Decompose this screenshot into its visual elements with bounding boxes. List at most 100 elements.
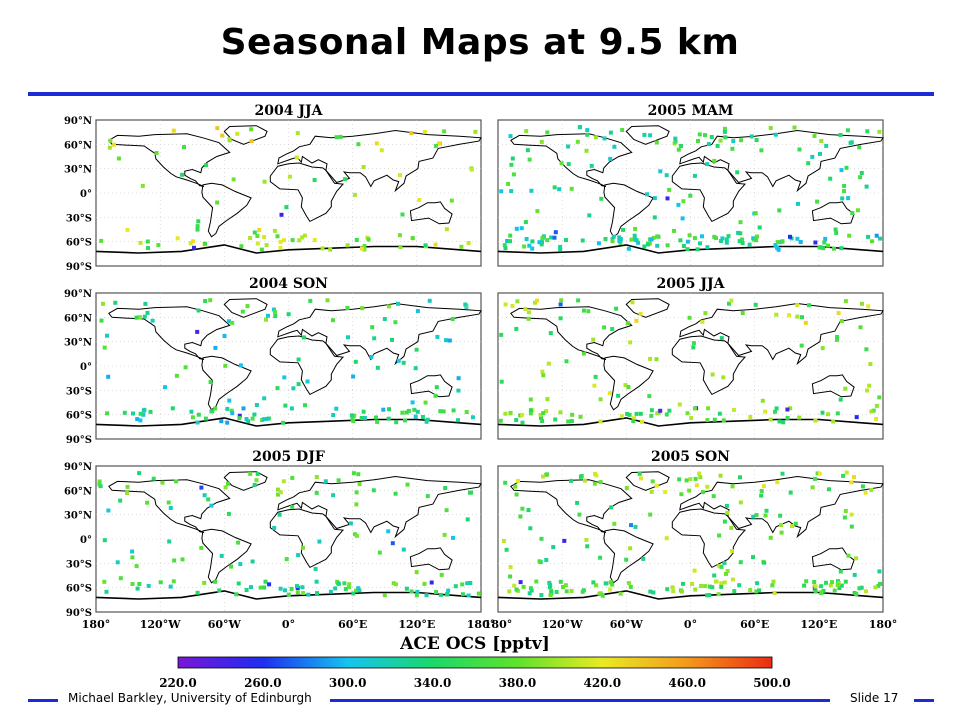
- ocs-measurement-marker: [722, 580, 727, 585]
- ocs-measurement-marker: [664, 173, 669, 178]
- ocs-measurement-marker: [705, 162, 710, 167]
- ocs-measurement-marker: [386, 416, 391, 421]
- ocs-measurement-marker: [869, 488, 874, 492]
- ocs-measurement-marker: [589, 163, 594, 168]
- ocs-measurement-marker: [289, 406, 294, 411]
- ocs-measurement-marker: [591, 337, 596, 342]
- latitude-tick-label: 90°N: [64, 116, 92, 127]
- ocs-measurement-marker: [828, 176, 833, 181]
- ocs-measurement-marker: [575, 139, 580, 144]
- ocs-measurement-marker: [217, 588, 222, 593]
- ocs-measurement-marker: [715, 143, 720, 148]
- latitude-tick-label: 60°S: [66, 584, 92, 595]
- ocs-measurement-marker: [379, 148, 384, 153]
- ocs-measurement-marker: [652, 215, 657, 220]
- coastline-australia: [409, 374, 453, 398]
- ocs-measurement-marker: [148, 409, 153, 414]
- ocs-measurement-marker: [844, 165, 849, 170]
- ocs-measurement-marker: [658, 169, 663, 174]
- ocs-measurement-marker: [160, 480, 165, 485]
- ocs-measurement-marker: [393, 320, 398, 325]
- latitude-tick-label: 90°S: [66, 608, 92, 619]
- ocs-measurement-marker: [540, 236, 545, 241]
- ocs-measurement-marker: [520, 420, 525, 425]
- ocs-measurement-marker: [282, 238, 286, 243]
- ocs-measurement-marker: [777, 240, 782, 245]
- ocs-measurement-marker: [820, 346, 825, 351]
- ocs-measurement-marker: [390, 337, 394, 342]
- longitude-tick-label: 120°E: [800, 618, 837, 631]
- ocs-measurement-marker: [751, 555, 755, 560]
- ocs-measurement-marker: [562, 538, 567, 543]
- ocs-measurement-marker: [839, 583, 844, 588]
- map-title: 2005 MAM: [648, 103, 734, 119]
- ocs-measurement-marker: [732, 589, 737, 594]
- ocs-measurement-marker: [755, 234, 759, 239]
- coastline-north-america: [108, 479, 231, 533]
- ocs-measurement-marker: [835, 583, 840, 588]
- ocs-measurement-marker: [747, 242, 752, 247]
- ocs-measurement-marker: [180, 557, 185, 562]
- longitude-tick-label: 180°: [467, 618, 495, 631]
- ocs-measurement-marker: [361, 409, 366, 414]
- ocs-measurement-marker: [468, 490, 472, 495]
- ocs-measurement-marker: [813, 584, 818, 589]
- ocs-measurement-marker: [703, 584, 708, 589]
- ocs-measurement-marker: [451, 535, 455, 540]
- ocs-measurement-marker: [287, 174, 292, 179]
- ocs-measurement-marker: [774, 406, 779, 411]
- maps-svg: 2004 JJA 90°N 60°N 30°N 0° 30°S 60°S 90°S 2005 M…: [64, 103, 897, 690]
- ocs-measurement-marker: [558, 316, 563, 321]
- ocs-measurement-marker: [235, 131, 240, 136]
- ocs-measurement-marker: [548, 583, 553, 588]
- ocs-measurement-marker: [749, 134, 754, 139]
- ocs-measurement-marker: [470, 415, 475, 420]
- map-title: 2004 SON: [249, 276, 328, 292]
- ocs-measurement-marker: [591, 580, 596, 585]
- ocs-measurement-marker: [145, 500, 150, 505]
- ocs-measurement-marker: [102, 579, 107, 584]
- ocs-measurement-marker: [755, 581, 760, 586]
- ocs-measurement-marker: [281, 420, 286, 425]
- ocs-measurement-marker: [729, 549, 734, 554]
- ocs-measurement-marker: [603, 581, 608, 586]
- ocs-measurement-marker: [526, 508, 531, 513]
- ocs-measurement-marker: [427, 298, 432, 303]
- ocs-measurement-marker: [503, 480, 508, 485]
- ocs-measurement-marker: [719, 584, 724, 589]
- ocs-measurement-marker: [739, 138, 744, 143]
- ocs-measurement-marker: [777, 208, 782, 213]
- ocs-measurement-marker: [264, 416, 269, 421]
- ocs-measurement-marker: [815, 199, 820, 204]
- ocs-measurement-marker: [107, 145, 112, 150]
- ocs-measurement-marker: [699, 584, 704, 588]
- ocs-measurement-marker: [632, 233, 637, 238]
- ocs-measurement-marker: [626, 385, 631, 389]
- ocs-measurement-marker: [354, 490, 359, 495]
- ocs-measurement-marker: [131, 411, 135, 416]
- ocs-measurement-marker: [222, 334, 227, 338]
- ocs-measurement-marker: [125, 484, 130, 489]
- ocs-measurement-marker: [673, 136, 678, 141]
- ocs-measurement-marker: [137, 471, 142, 476]
- ocs-measurement-marker: [620, 128, 625, 132]
- ocs-measurement-marker: [434, 590, 439, 594]
- ocs-measurement-marker: [612, 144, 617, 149]
- coastline-australia: [409, 201, 453, 225]
- ocs-measurement-marker: [819, 584, 824, 589]
- ocs-measurement-marker: [515, 299, 520, 304]
- ocs-measurement-marker: [870, 239, 874, 244]
- ocs-measurement-marker: [585, 544, 590, 549]
- ocs-measurement-marker: [382, 317, 387, 321]
- ocs-measurement-marker: [580, 589, 585, 594]
- ocs-measurement-marker: [688, 193, 693, 198]
- ocs-measurement-marker: [306, 592, 311, 597]
- ocs-measurement-marker: [354, 502, 359, 507]
- ocs-measurement-marker: [196, 412, 201, 417]
- ocs-measurement-marker: [206, 497, 211, 502]
- footer-rule-right: [914, 699, 934, 702]
- ocs-measurement-marker: [443, 486, 448, 490]
- ocs-measurement-marker: [717, 564, 722, 569]
- ocs-measurement-marker: [724, 240, 729, 245]
- ocs-measurement-marker: [227, 398, 232, 403]
